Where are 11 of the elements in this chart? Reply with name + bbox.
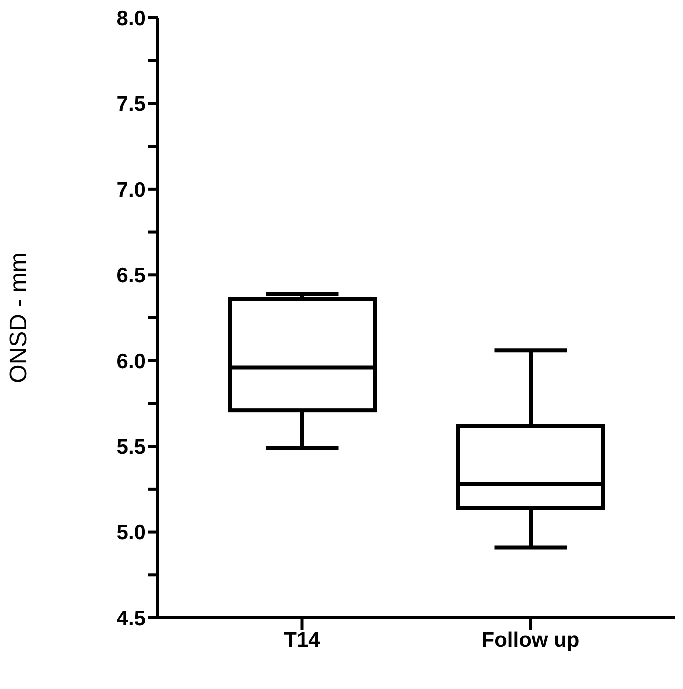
y-tick-label: 5.5: [116, 436, 146, 460]
y-tick-label: 6.0: [116, 350, 146, 374]
y-tick-label: 6.5: [116, 264, 146, 288]
x-tick-label: T14: [284, 628, 321, 652]
y-tick-label: 7.5: [116, 93, 146, 116]
y-axis-title: ONSD - mm: [6, 252, 33, 384]
y-tick-label: 7.0: [116, 178, 146, 202]
y-tick-label: 4.5: [116, 607, 146, 630]
y-tick-label: 5.0: [116, 522, 146, 545]
x-tick-label: Follow up: [482, 628, 580, 652]
y-tick-label: 8.0: [116, 7, 146, 30]
